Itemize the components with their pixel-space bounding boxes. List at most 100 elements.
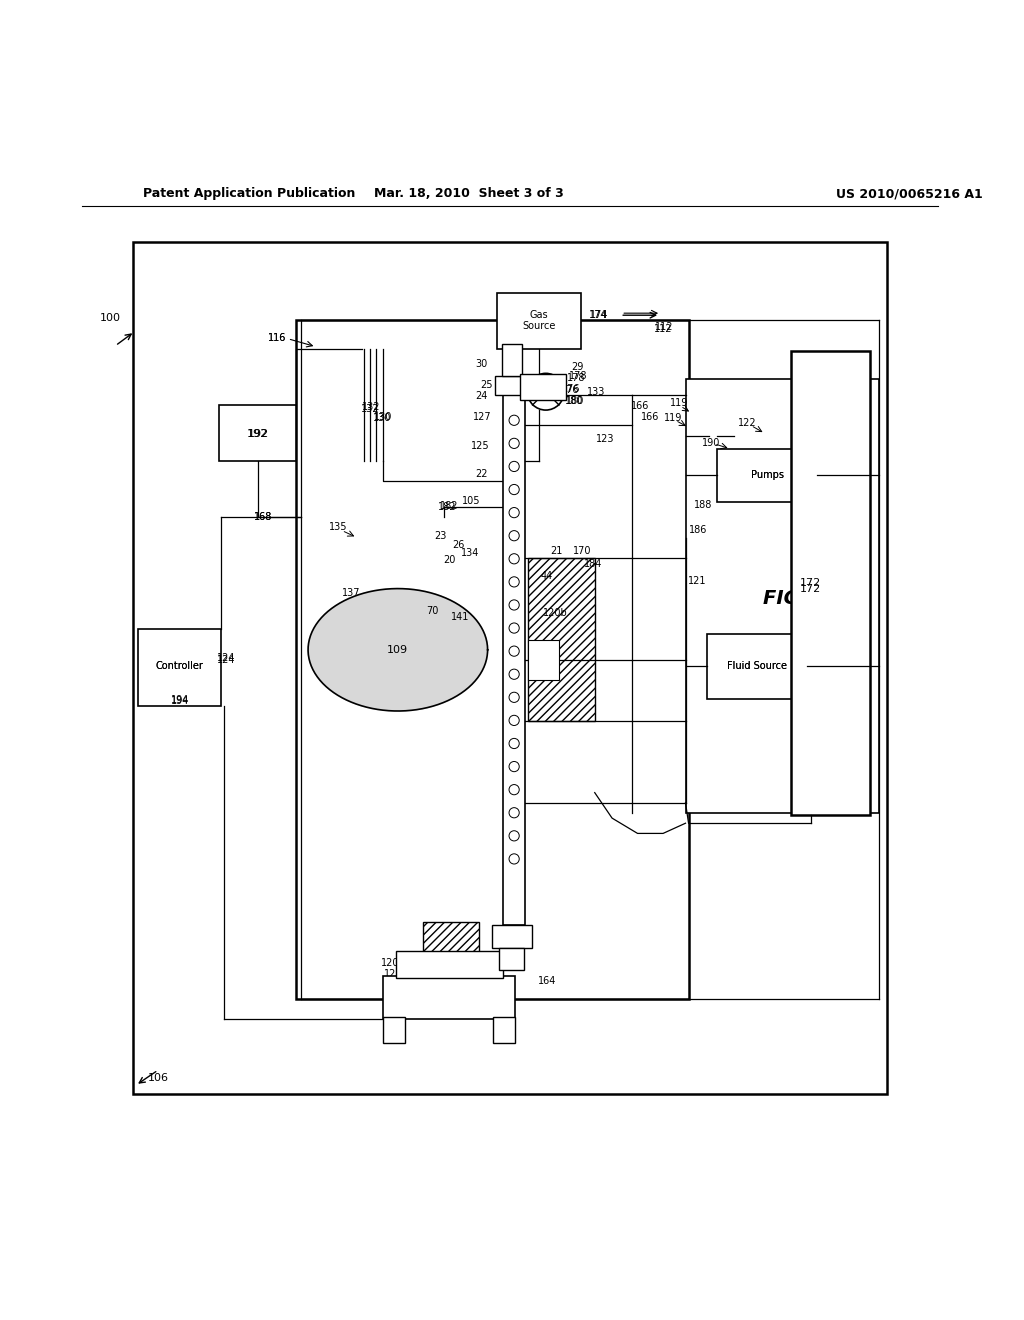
Text: US 2010/0065216 A1: US 2010/0065216 A1 <box>837 187 983 201</box>
Text: Patent Application Publication: Patent Application Publication <box>142 187 355 201</box>
Bar <box>219 405 296 461</box>
Bar <box>497 293 582 348</box>
Text: 168: 168 <box>254 512 272 523</box>
Text: 174: 174 <box>590 310 608 321</box>
Text: 21: 21 <box>550 546 562 556</box>
Bar <box>493 1016 515 1043</box>
Text: 180: 180 <box>566 396 585 405</box>
Text: 132: 132 <box>361 404 380 414</box>
Bar <box>423 923 479 978</box>
Text: 135: 135 <box>330 523 348 532</box>
Text: 22: 22 <box>475 470 487 479</box>
Bar <box>520 375 566 400</box>
Text: 168: 168 <box>254 512 272 523</box>
Text: 130: 130 <box>375 412 393 422</box>
Text: 182: 182 <box>439 502 458 511</box>
Text: 70: 70 <box>426 606 438 616</box>
Text: 120: 120 <box>382 958 400 968</box>
Text: 170: 170 <box>573 546 592 556</box>
Text: 194: 194 <box>171 694 189 705</box>
Text: 100: 100 <box>99 313 121 323</box>
Text: 182: 182 <box>437 502 456 512</box>
Text: 172: 172 <box>800 583 820 594</box>
Text: 166: 166 <box>641 412 659 422</box>
Text: 178: 178 <box>569 371 588 381</box>
Text: 119: 119 <box>670 397 688 408</box>
Text: 133: 133 <box>587 387 605 397</box>
Text: 188: 188 <box>693 500 712 510</box>
Text: 192: 192 <box>247 429 268 438</box>
Text: 30: 30 <box>475 359 487 370</box>
Text: 112: 112 <box>653 325 673 334</box>
Text: 172: 172 <box>800 578 820 589</box>
Text: 125: 125 <box>471 441 489 450</box>
Text: 121: 121 <box>687 577 706 586</box>
Text: 174: 174 <box>589 310 607 321</box>
Text: 24: 24 <box>475 391 487 401</box>
Text: 26: 26 <box>452 540 464 549</box>
Bar <box>492 925 532 948</box>
Text: 176: 176 <box>561 384 580 395</box>
Bar <box>495 376 534 395</box>
Bar <box>383 1016 404 1043</box>
Text: 120a: 120a <box>384 969 408 979</box>
Text: 23: 23 <box>434 531 446 541</box>
Text: 127: 127 <box>473 412 492 422</box>
Text: 132: 132 <box>362 403 381 412</box>
Bar <box>502 343 522 376</box>
Text: 118: 118 <box>432 969 451 979</box>
Text: 25: 25 <box>480 380 493 389</box>
Bar <box>528 640 559 680</box>
Text: 124: 124 <box>217 655 236 665</box>
Bar <box>499 948 524 970</box>
Bar <box>791 351 870 814</box>
Text: 119: 119 <box>665 413 682 424</box>
Text: 141: 141 <box>451 612 469 622</box>
Text: Pumps: Pumps <box>751 470 783 480</box>
Text: 20: 20 <box>443 554 456 565</box>
Bar <box>296 321 688 999</box>
Text: 123: 123 <box>596 434 614 444</box>
Text: 130: 130 <box>374 413 392 424</box>
Text: 166: 166 <box>632 401 650 411</box>
Text: Mar. 18, 2010  Sheet 3 of 3: Mar. 18, 2010 Sheet 3 of 3 <box>375 187 564 201</box>
Text: 176: 176 <box>562 384 581 393</box>
Text: 44: 44 <box>541 572 553 581</box>
Text: Pumps: Pumps <box>751 470 783 480</box>
Text: Controller: Controller <box>156 661 204 671</box>
Text: 105: 105 <box>462 496 480 506</box>
Text: 134: 134 <box>461 548 479 558</box>
Bar <box>396 950 503 978</box>
Polygon shape <box>308 589 487 711</box>
Text: 116: 116 <box>268 333 287 343</box>
Text: 178: 178 <box>567 374 586 383</box>
Text: 120b: 120b <box>543 609 567 618</box>
Text: 109: 109 <box>387 644 409 655</box>
Text: 180: 180 <box>565 396 584 405</box>
Text: 194: 194 <box>171 696 189 706</box>
Text: 186: 186 <box>688 525 707 536</box>
Text: 137: 137 <box>342 587 360 598</box>
Text: Controller: Controller <box>156 661 204 671</box>
Text: 112: 112 <box>654 322 674 333</box>
Text: FIG. 3: FIG. 3 <box>764 589 827 609</box>
Text: Fluid Source: Fluid Source <box>727 661 786 671</box>
Bar <box>133 242 888 1093</box>
Text: 116: 116 <box>268 333 287 343</box>
Bar <box>137 630 221 706</box>
Text: 184: 184 <box>584 560 602 569</box>
Text: 106: 106 <box>147 1073 169 1084</box>
Bar <box>707 635 807 698</box>
Bar <box>717 449 817 502</box>
Text: Fluid Source: Fluid Source <box>727 661 786 671</box>
Text: 164: 164 <box>538 977 556 986</box>
Bar <box>528 558 595 721</box>
Bar <box>685 379 880 813</box>
Text: 190: 190 <box>701 438 720 447</box>
Text: 124: 124 <box>217 653 236 663</box>
Bar <box>383 977 515 1019</box>
Text: Gas
Source: Gas Source <box>522 309 556 331</box>
Text: 29: 29 <box>571 362 584 372</box>
Bar <box>503 389 525 925</box>
Text: 122: 122 <box>738 418 757 428</box>
